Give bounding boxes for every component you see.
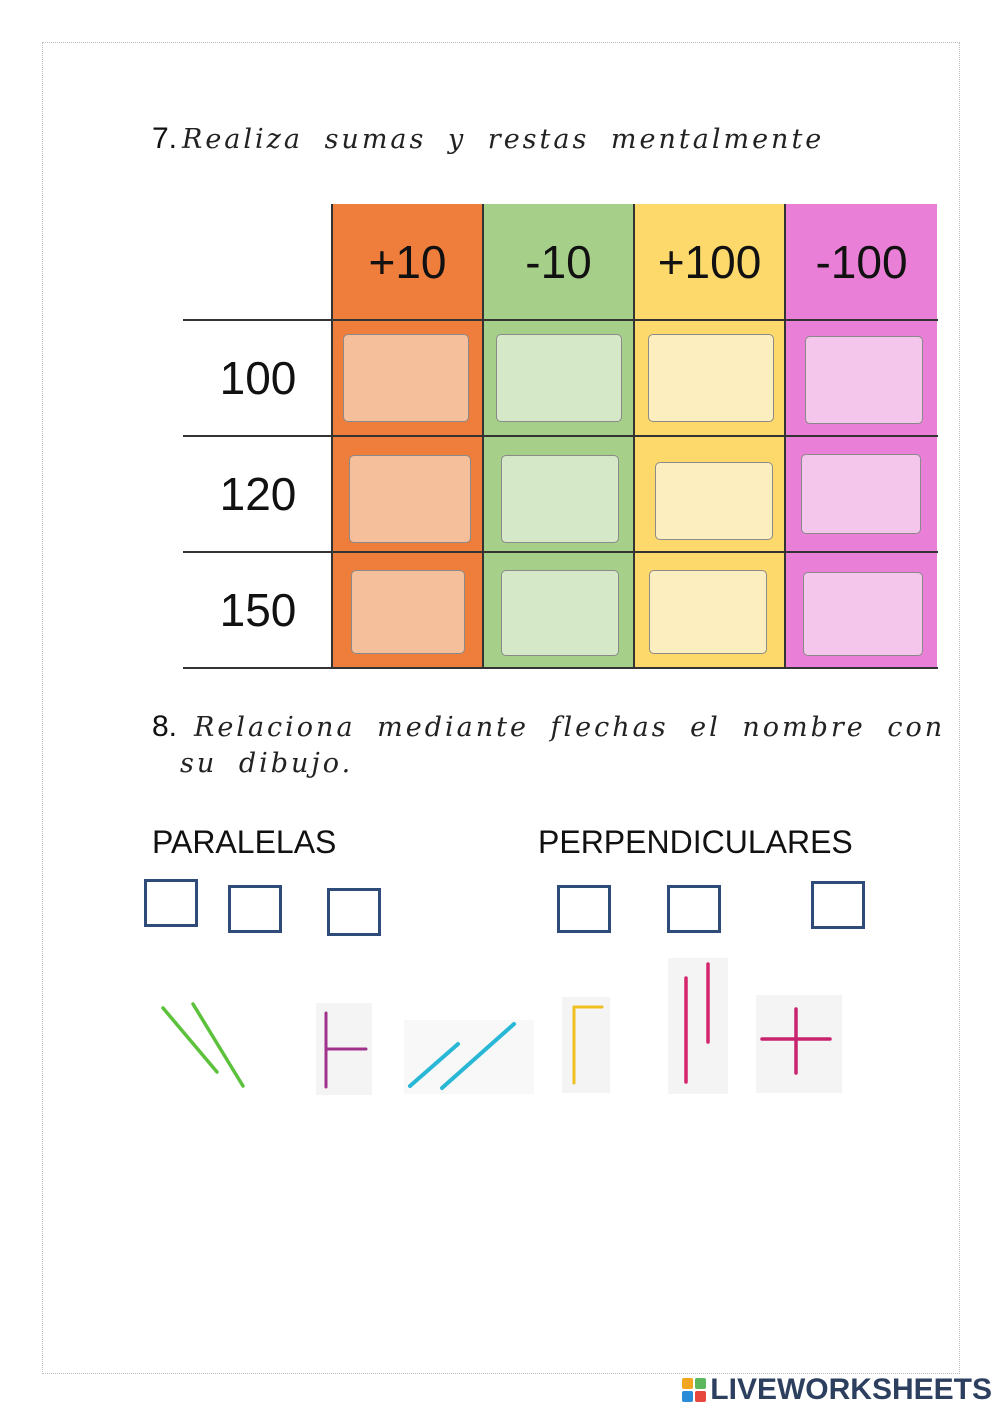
question-7-text: Realiza sumas y restas mentalmente xyxy=(182,124,825,155)
answer-box-3[interactable] xyxy=(327,888,381,936)
question-8-number: 8. xyxy=(152,710,178,743)
cyan-parallel-diagonal-lines-icon xyxy=(404,1020,534,1094)
answer-box-5[interactable] xyxy=(667,885,721,933)
answer-input-150-plus-10[interactable] xyxy=(351,570,465,654)
answer-input-100-plus-100[interactable] xyxy=(648,334,774,422)
table-divider-row-1 xyxy=(183,319,938,321)
answer-input-120-minus-10[interactable] xyxy=(501,455,619,543)
magenta-parallel-vertical-lines-icon xyxy=(668,958,728,1094)
answer-input-150-plus-100[interactable] xyxy=(649,570,767,654)
header-plus-100: +100 xyxy=(635,204,786,319)
answer-input-100-plus-10[interactable] xyxy=(343,334,469,422)
answer-box-6[interactable] xyxy=(811,881,865,929)
answer-input-120-plus-10[interactable] xyxy=(349,455,471,543)
row-label-100: 100 xyxy=(219,352,297,404)
yellow-right-angle-icon xyxy=(562,997,610,1093)
answer-input-120-plus-100[interactable] xyxy=(655,462,773,540)
header-plus-10: +10 xyxy=(333,204,484,319)
green-parallel-diagonal-lines-icon xyxy=(155,996,260,1094)
header-minus-10: -10 xyxy=(484,204,635,319)
page-border xyxy=(42,42,960,1374)
table-divider-row-2 xyxy=(183,435,938,437)
answer-input-100-minus-100[interactable] xyxy=(805,336,923,424)
logo-text: LIVEWORKSHEETS xyxy=(710,1373,992,1406)
answer-input-120-minus-100[interactable] xyxy=(801,454,921,534)
label-paralelas: PARALELAS xyxy=(152,824,337,860)
logo-mark-icon xyxy=(682,1378,707,1402)
answer-box-4[interactable] xyxy=(557,885,611,933)
liveworksheets-logo: LIVEWORKSHEETS xyxy=(682,1373,992,1407)
question-7-number: 7. xyxy=(152,122,178,155)
header-minus-100: -100 xyxy=(786,204,937,319)
row-label-120: 120 xyxy=(219,468,297,520)
answer-input-150-minus-10[interactable] xyxy=(501,570,619,656)
answer-input-100-minus-10[interactable] xyxy=(496,334,622,422)
label-perpendiculares: PERPENDICULARES xyxy=(538,824,853,860)
purple-perpendicular-t-icon xyxy=(316,1003,372,1095)
answer-input-150-minus-100[interactable] xyxy=(803,572,923,656)
magenta-cross-icon xyxy=(756,995,842,1093)
question-8-text-line-2: su dibujo. xyxy=(180,748,354,779)
answer-box-1[interactable] xyxy=(144,879,198,927)
question-8-text-line-1: Relaciona mediante flechas el nombre con xyxy=(194,712,946,743)
table-divider-bottom xyxy=(183,667,938,669)
answer-box-2[interactable] xyxy=(228,885,282,933)
row-label-150: 150 xyxy=(219,584,297,636)
table-divider-row-3 xyxy=(183,551,938,553)
